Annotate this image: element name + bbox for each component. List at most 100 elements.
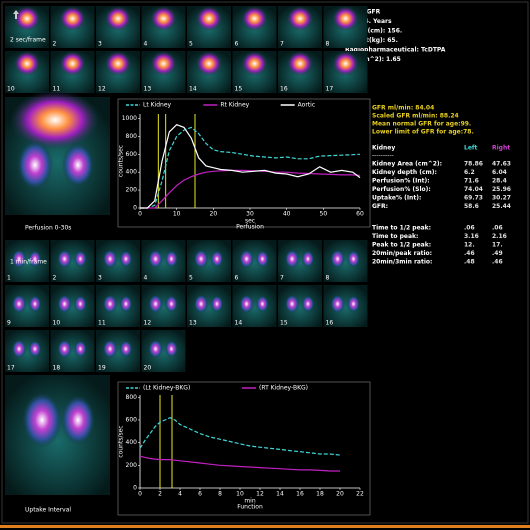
legend-label: Lt Kidney bbox=[143, 102, 172, 109]
frame-number: 19 bbox=[98, 365, 106, 372]
table-rule: ---------- bbox=[372, 153, 394, 160]
kidney bbox=[103, 339, 118, 359]
activity bbox=[13, 6, 41, 32]
frame-number: 5 bbox=[189, 275, 193, 282]
thumbnail bbox=[278, 240, 322, 282]
table-label: Kidney depth (cm): bbox=[372, 169, 437, 176]
frame-number: 16 bbox=[280, 86, 288, 93]
x-axis-label: min bbox=[244, 498, 256, 505]
frame-number: 11 bbox=[98, 320, 106, 327]
gfr-summary: Scaled GFR ml/min: 88.24 bbox=[372, 113, 459, 120]
frame-number: 7 bbox=[280, 41, 284, 48]
kidney bbox=[119, 295, 133, 313]
table-value: .06 bbox=[464, 225, 475, 232]
kidney bbox=[330, 294, 345, 314]
series-line bbox=[139, 417, 341, 456]
table-value: 78.86 bbox=[464, 161, 483, 168]
activity bbox=[104, 6, 132, 32]
kidney bbox=[194, 294, 209, 314]
kidney bbox=[103, 294, 118, 314]
frame-number: 15 bbox=[280, 320, 288, 327]
kidney bbox=[62, 143, 94, 187]
activity bbox=[241, 51, 268, 77]
x-tick-label: 8 bbox=[218, 491, 222, 498]
table-value: .46 bbox=[464, 250, 475, 257]
y-tick-label: 200 bbox=[126, 462, 138, 469]
kidney bbox=[28, 295, 42, 313]
y-tick-label: 400 bbox=[126, 169, 138, 176]
frame-number: 2 bbox=[53, 275, 57, 282]
activity bbox=[195, 6, 223, 32]
y-tick-label: 400 bbox=[126, 439, 138, 446]
y-tick-label: 200 bbox=[126, 187, 138, 194]
y-tick-label: 0 bbox=[133, 485, 137, 492]
series-line bbox=[139, 455, 340, 472]
table-label: 20min/3min ratio: bbox=[372, 259, 432, 266]
kidney bbox=[74, 250, 87, 268]
thumbnail bbox=[50, 240, 95, 282]
table-value: 17. bbox=[492, 242, 503, 249]
table-value: 58.6 bbox=[464, 203, 479, 210]
frame-number: 7 bbox=[280, 275, 284, 282]
activity bbox=[241, 6, 268, 32]
table-label: Peak to 1/2 peak: bbox=[372, 242, 431, 249]
frame-rate-label: 1 min/frame bbox=[10, 259, 47, 266]
frame-number: 9 bbox=[7, 320, 11, 327]
kidney bbox=[301, 295, 315, 313]
table-label: Kidney Area (cm^2): bbox=[372, 161, 442, 168]
kidney bbox=[210, 295, 224, 313]
series-line bbox=[140, 124, 361, 209]
chart-frame bbox=[117, 98, 371, 228]
table-label: 20min/peak ratio: bbox=[372, 250, 432, 257]
frame-number: 12 bbox=[144, 320, 152, 327]
frame-number: 8 bbox=[326, 275, 330, 282]
y-tick-label: 800 bbox=[126, 394, 138, 401]
gfr-summary: Lower limit of GFR for age:78. bbox=[372, 129, 474, 136]
chart-frame bbox=[117, 381, 371, 516]
activity bbox=[104, 51, 132, 77]
x-tick-label: 22 bbox=[356, 491, 364, 498]
kidney bbox=[57, 249, 72, 269]
frame-number: 18 bbox=[53, 365, 61, 372]
kidney bbox=[12, 339, 27, 359]
patient-info: Radiopharmaceutical: TcDTPA bbox=[345, 47, 446, 54]
frame-number: 20 bbox=[144, 365, 152, 372]
x-tick-label: 14 bbox=[276, 491, 284, 498]
kidney bbox=[330, 249, 345, 269]
x-tick-label: 0 bbox=[138, 491, 142, 498]
x-tick-label: 4 bbox=[178, 491, 182, 498]
frame-number: 6 bbox=[235, 275, 239, 282]
kidney bbox=[301, 250, 315, 268]
kidney bbox=[119, 340, 133, 358]
kidney bbox=[347, 295, 360, 313]
kidney bbox=[12, 249, 27, 269]
y-tick-label: 600 bbox=[126, 151, 138, 158]
x-tick-label: 0 bbox=[138, 211, 142, 218]
arrow-icon bbox=[13, 10, 19, 19]
activity bbox=[286, 6, 314, 32]
activity bbox=[59, 51, 86, 77]
frame-number: 4 bbox=[144, 275, 148, 282]
x-tick-label: 20 bbox=[336, 491, 344, 498]
activity bbox=[332, 51, 359, 77]
frame-number: 2 bbox=[53, 41, 57, 48]
thumbnail bbox=[5, 285, 49, 327]
kidney bbox=[74, 340, 87, 358]
patient-info: Age:54. Years bbox=[345, 18, 392, 25]
patient-info: BSA (m^2): 1.65 bbox=[345, 56, 401, 63]
table-value: 3.16 bbox=[464, 233, 479, 240]
frame-number: 13 bbox=[144, 86, 152, 93]
x-tick-label: 60 bbox=[356, 211, 364, 218]
kidney bbox=[165, 295, 178, 313]
frame-number: 4 bbox=[144, 41, 148, 48]
table-header: Right bbox=[492, 145, 510, 152]
table-value: .06 bbox=[492, 225, 503, 232]
image-label: Uptake Interval bbox=[25, 507, 71, 514]
x-axis-label: sec bbox=[245, 218, 255, 225]
activity bbox=[10, 90, 100, 150]
kidney bbox=[239, 249, 254, 269]
table-value: 25.96 bbox=[492, 186, 511, 193]
table-value: 71.6 bbox=[464, 178, 479, 185]
frame-number: 10 bbox=[53, 320, 61, 327]
